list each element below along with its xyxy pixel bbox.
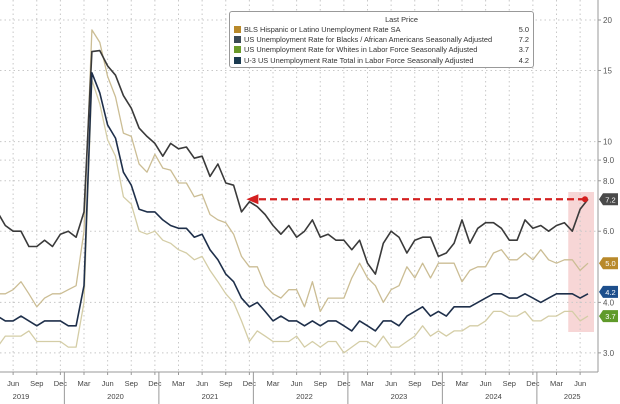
legend-swatch: [234, 25, 241, 33]
legend-label: U-3 US Unemployment Rate Total in Labor …: [244, 55, 474, 65]
x-tick-label: Dec: [337, 379, 351, 388]
arrow-head: [246, 194, 259, 205]
x-tick-label: Jun: [7, 379, 19, 388]
x-year-label: 2019: [13, 392, 30, 401]
last-value-tag: [599, 257, 618, 270]
x-tick-label: Mar: [550, 379, 563, 388]
legend-label: US Unemployment Rate for Whites in Labor…: [244, 45, 478, 55]
x-tick-label: Mar: [172, 379, 185, 388]
x-tick-label: Sep: [125, 379, 138, 388]
series-line-hispanic: [0, 29, 589, 313]
x-tick-label: Dec: [148, 379, 162, 388]
legend-item-u3: U-3 US Unemployment Rate Total in Labor …: [230, 55, 533, 65]
x-tick-label: Jun: [291, 379, 303, 388]
legend-value: 3.7: [518, 45, 529, 55]
arrow-end-dot: [582, 196, 588, 203]
x-tick-label: Mar: [267, 379, 280, 388]
last-value-tag: [599, 285, 618, 298]
y-tick-label: 20: [603, 16, 612, 25]
last-value-label: 7.2: [605, 195, 615, 204]
x-year-label: 2022: [296, 392, 313, 401]
x-tick-label: Mar: [361, 379, 374, 388]
legend-value: 4.2: [518, 55, 529, 65]
legend-label: BLS Hispanic or Latino Unemployment Rate…: [244, 24, 401, 34]
y-tick-label: 3.0: [603, 349, 615, 358]
x-year-label: 2020: [107, 392, 124, 401]
x-tick-label: Jun: [385, 379, 397, 388]
legend-swatch: [234, 56, 241, 64]
x-tick-label: Sep: [408, 379, 421, 388]
legend-item-white: US Unemployment Rate for Whites in Labor…: [230, 45, 533, 55]
legend-item-black: US Unemployment Rate for Blacks / Africa…: [230, 34, 533, 44]
y-tick-label: 6.0: [603, 227, 615, 236]
last-value-tag: [599, 193, 618, 206]
x-tick-label: Jun: [480, 379, 492, 388]
legend: Last Price BLS Hispanic or Latino Unempl…: [229, 11, 534, 68]
x-year-label: 2024: [485, 392, 502, 401]
last-value-label: 5.0: [605, 259, 615, 268]
x-tick-label: Dec: [432, 379, 446, 388]
x-tick-label: Sep: [503, 379, 516, 388]
x-tick-label: Dec: [526, 379, 540, 388]
legend-value: 5.0: [518, 24, 529, 34]
last-value-tag: [599, 310, 618, 323]
x-tick-label: Jun: [196, 379, 208, 388]
x-tick-label: Sep: [219, 379, 232, 388]
y-tick-label: 8.0: [603, 177, 615, 186]
y-tick-label: 9.0: [603, 156, 615, 165]
legend-swatch: [234, 35, 241, 43]
x-tick-label: Jun: [574, 379, 586, 388]
x-tick-label: Jun: [102, 379, 114, 388]
x-tick-label: Sep: [314, 379, 327, 388]
legend-item-hispanic: BLS Hispanic or Latino Unemployment Rate…: [230, 24, 533, 34]
legend-header: Last Price: [385, 15, 418, 24]
x-tick-label: Sep: [30, 379, 43, 388]
last-value-label: 4.2: [605, 288, 615, 297]
x-year-label: 2023: [391, 392, 408, 401]
x-tick-label: Mar: [456, 379, 469, 388]
x-year-label: 2021: [202, 392, 219, 401]
x-tick-label: Dec: [54, 379, 68, 388]
y-tick-label: 10: [603, 138, 612, 147]
legend-swatch: [234, 46, 241, 54]
series-line-white: [0, 79, 589, 354]
shaded-region: [568, 192, 594, 332]
legend-label: US Unemployment Rate for Blacks / Africa…: [244, 34, 493, 44]
series-line-u3: [0, 72, 589, 332]
series-line-black: [0, 49, 589, 275]
y-tick-label: 15: [603, 66, 612, 75]
y-tick-label: 4.0: [603, 298, 615, 307]
x-year-label: 2025: [564, 392, 581, 401]
x-tick-label: Mar: [78, 379, 91, 388]
x-tick-label: Dec: [243, 379, 257, 388]
last-value-label: 3.7: [605, 312, 615, 321]
legend-value: 7.2: [518, 34, 529, 44]
